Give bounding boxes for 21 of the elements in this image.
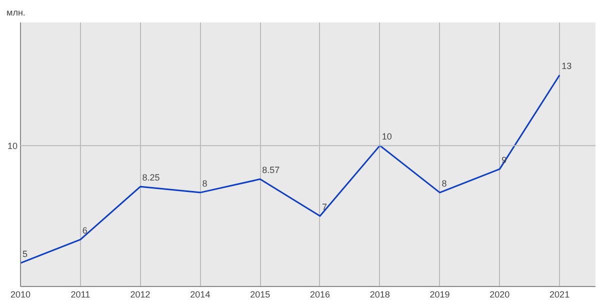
data-label: 8.25 [142, 172, 160, 183]
x-tick-label: 2012 [130, 290, 150, 300]
data-label: 13 [562, 61, 572, 72]
data-label: 8 [442, 178, 447, 189]
x-tick-label: 2014 [190, 290, 210, 300]
x-tick-label: 2010 [10, 290, 31, 300]
x-tick-label: 2019 [430, 290, 450, 300]
x-tick-label: 2018 [370, 290, 390, 300]
text: млн. [6, 8, 26, 18]
data-label: 10 [382, 132, 392, 142]
x-tick-label: 2015 [250, 290, 270, 300]
data-label: 8.57 [262, 165, 280, 176]
x-tick-label: 2021 [550, 290, 570, 300]
x-tick-label: 2020 [490, 290, 510, 300]
x-tick-label: 2011 [70, 290, 90, 300]
ref-line-label: 10 [7, 141, 18, 152]
data-label: 5 [22, 249, 28, 260]
data-label: 7 [322, 202, 327, 212]
data-label: 8 [202, 178, 208, 189]
data-label: 6 [82, 226, 88, 236]
x-tick-label: 2016 [310, 290, 330, 300]
